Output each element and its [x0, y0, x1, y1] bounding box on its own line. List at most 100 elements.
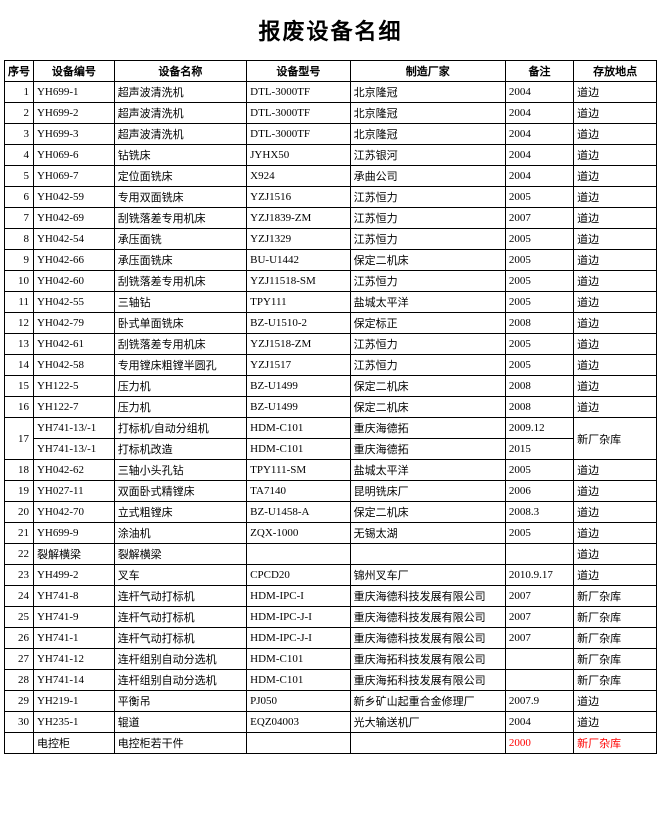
cell-maker: [350, 733, 505, 754]
col-note: 备注: [505, 61, 573, 82]
cell-note: 2008: [505, 397, 573, 418]
cell-maker: 重庆海德科技发展有限公司: [350, 628, 505, 649]
cell-maker: 盐城太平洋: [350, 292, 505, 313]
table-row: 9YH042-66承压面铣床BU-U1442保定二机床2005道边: [5, 250, 657, 271]
cell-name: 三轴钻: [114, 292, 246, 313]
cell-note: 2015: [505, 439, 573, 460]
cell-index: 2: [5, 103, 34, 124]
cell-maker: 重庆海拓科技发展有限公司: [350, 670, 505, 691]
cell-model: YZJ1839-ZM: [247, 208, 350, 229]
cell-index: 25: [5, 607, 34, 628]
table-row: 14YH042-58专用镗床粗镗半圆孔YZJ1517江苏恒力2005道边: [5, 355, 657, 376]
cell-name: 刮铣落差专用机床: [114, 271, 246, 292]
cell-model: BZ-U1499: [247, 376, 350, 397]
cell-index: 15: [5, 376, 34, 397]
cell-loc: 新厂杂库: [574, 607, 657, 628]
cell-loc: 道边: [574, 355, 657, 376]
cell-loc: 道边: [574, 229, 657, 250]
cell-name: 裂解横梁: [114, 544, 246, 565]
cell-code: YH042-79: [33, 313, 114, 334]
cell-note: 2005: [505, 460, 573, 481]
cell-code: 电控柜: [33, 733, 114, 754]
cell-model: TA7140: [247, 481, 350, 502]
table-row: 22裂解横梁裂解横梁道边: [5, 544, 657, 565]
cell-model: YZJ1518-ZM: [247, 334, 350, 355]
cell-index: 24: [5, 586, 34, 607]
cell-index: 20: [5, 502, 34, 523]
table-row: 10YH042-60刮铣落差专用机床YZJ11518-SM江苏恒力2005道边: [5, 271, 657, 292]
table-row: YH741-13/-1打标机改造HDM-C101重庆海德拓2015: [5, 439, 657, 460]
table-row: 23YH499-2叉车CPCD20锦州叉车厂2010.9.17道边: [5, 565, 657, 586]
cell-maker: 承曲公司: [350, 166, 505, 187]
cell-index: 28: [5, 670, 34, 691]
cell-index: 10: [5, 271, 34, 292]
cell-model: HDM-IPC-J-I: [247, 607, 350, 628]
cell-model: HDM-C101: [247, 439, 350, 460]
cell-code: YH741-14: [33, 670, 114, 691]
cell-maker: 江苏恒力: [350, 334, 505, 355]
cell-note: 2004: [505, 712, 573, 733]
cell-model: YZJ11518-SM: [247, 271, 350, 292]
cell-loc: 道边: [574, 502, 657, 523]
cell-model: TPY111: [247, 292, 350, 313]
cell-model: [247, 544, 350, 565]
cell-name: 专用镗床粗镗半圆孔: [114, 355, 246, 376]
cell-maker: 保定二机床: [350, 376, 505, 397]
cell-loc: 道边: [574, 397, 657, 418]
cell-code: YH741-13/-1: [33, 439, 114, 460]
cell-code: YH741-8: [33, 586, 114, 607]
col-index: 序号: [5, 61, 34, 82]
table-row: 16YH122-7压力机BZ-U1499保定二机床2008道边: [5, 397, 657, 418]
cell-code: YH499-2: [33, 565, 114, 586]
cell-code: 裂解横梁: [33, 544, 114, 565]
cell-note: 2005: [505, 250, 573, 271]
cell-note: 2010.9.17: [505, 565, 573, 586]
cell-code: YH741-12: [33, 649, 114, 670]
cell-loc: 道边: [574, 271, 657, 292]
cell-code: YH069-6: [33, 145, 114, 166]
cell-name: 承压面铣: [114, 229, 246, 250]
cell-name: 钻铣床: [114, 145, 246, 166]
cell-name: 刮铣落差专用机床: [114, 208, 246, 229]
cell-index: 29: [5, 691, 34, 712]
cell-code: YH699-1: [33, 82, 114, 103]
equipment-table: 序号 设备编号 设备名称 设备型号 制造厂家 备注 存放地点 1YH699-1超…: [4, 60, 657, 754]
table-row: 29YH219-1平衡吊PJ050新乡矿山起重合金修理厂2007.9道边: [5, 691, 657, 712]
cell-note: 2004: [505, 124, 573, 145]
cell-note: 2007: [505, 208, 573, 229]
table-row: 7YH042-69刮铣落差专用机床YZJ1839-ZM江苏恒力2007道边: [5, 208, 657, 229]
cell-code: YH042-58: [33, 355, 114, 376]
cell-note: 2004: [505, 82, 573, 103]
cell-index: 12: [5, 313, 34, 334]
cell-loc: 道边: [574, 124, 657, 145]
cell-note: [505, 544, 573, 565]
cell-code: YH042-62: [33, 460, 114, 481]
cell-maker: 重庆海德科技发展有限公司: [350, 586, 505, 607]
cell-note: 2007: [505, 586, 573, 607]
cell-loc: 新厂杂库: [574, 628, 657, 649]
cell-index: 6: [5, 187, 34, 208]
cell-maker: 重庆海德拓: [350, 418, 505, 439]
table-row: 4YH069-6钻铣床JYHX50江苏银河2004道边: [5, 145, 657, 166]
cell-name: 压力机: [114, 397, 246, 418]
cell-note: 2007: [505, 607, 573, 628]
cell-maker: 江苏恒力: [350, 208, 505, 229]
cell-model: HDM-IPC-J-I: [247, 628, 350, 649]
cell-name: 立式粗镗床: [114, 502, 246, 523]
cell-note: 2005: [505, 229, 573, 250]
cell-loc: 道边: [574, 208, 657, 229]
cell-model: BZ-U1499: [247, 397, 350, 418]
cell-model: CPCD20: [247, 565, 350, 586]
table-row: 15YH122-5压力机BZ-U1499保定二机床2008道边: [5, 376, 657, 397]
cell-name: 连杆组别自动分选机: [114, 670, 246, 691]
cell-model: YZJ1329: [247, 229, 350, 250]
cell-index: 18: [5, 460, 34, 481]
cell-code: YH235-1: [33, 712, 114, 733]
cell-maker: 保定标正: [350, 313, 505, 334]
cell-model: HDM-C101: [247, 649, 350, 670]
cell-loc: 道边: [574, 187, 657, 208]
cell-loc: 道边: [574, 334, 657, 355]
cell-note: 2008: [505, 313, 573, 334]
cell-loc: 新厂杂库: [574, 418, 657, 460]
cell-model: HDM-IPC-I: [247, 586, 350, 607]
